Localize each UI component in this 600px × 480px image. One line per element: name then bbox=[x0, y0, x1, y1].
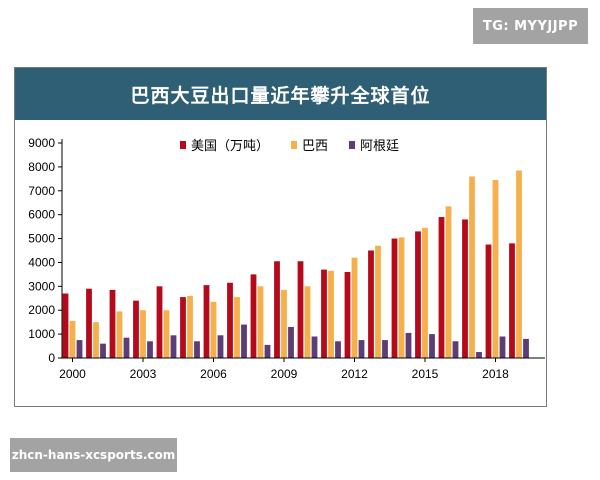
legend-label: 美国（万吨） bbox=[191, 139, 269, 154]
legend-label: 阿根廷 bbox=[360, 139, 399, 154]
y-tick-label: 6000 bbox=[28, 208, 55, 222]
y-tick-label: 7000 bbox=[28, 184, 55, 198]
bar bbox=[257, 286, 264, 358]
bar bbox=[93, 322, 99, 358]
bar bbox=[415, 231, 421, 358]
bar bbox=[180, 297, 186, 358]
y-tick-label: 2000 bbox=[28, 303, 55, 317]
bar bbox=[398, 237, 405, 358]
bar bbox=[241, 324, 247, 358]
bar bbox=[462, 219, 468, 358]
bar bbox=[499, 336, 506, 358]
x-tick-label: 2006 bbox=[200, 367, 227, 381]
bar bbox=[123, 337, 130, 358]
bar bbox=[109, 289, 116, 358]
bar bbox=[311, 336, 318, 358]
bar bbox=[62, 293, 69, 358]
y-tick-label: 4000 bbox=[28, 255, 55, 269]
x-tick-label: 2009 bbox=[271, 367, 298, 381]
bar bbox=[163, 310, 170, 358]
bar bbox=[217, 335, 224, 358]
bar bbox=[304, 286, 311, 358]
bar bbox=[69, 320, 76, 358]
bar bbox=[234, 297, 240, 358]
bar bbox=[187, 295, 193, 358]
bar bbox=[452, 341, 459, 358]
bar bbox=[391, 238, 398, 358]
x-tick-label: 2012 bbox=[341, 367, 368, 381]
x-tick-label: 2003 bbox=[130, 367, 157, 381]
bar bbox=[422, 227, 428, 358]
bar bbox=[516, 170, 522, 358]
y-tick-label: 1000 bbox=[28, 327, 55, 341]
legend-swatch bbox=[180, 141, 186, 149]
bar bbox=[469, 176, 475, 358]
bar bbox=[170, 335, 177, 358]
y-tick-label: 0 bbox=[48, 351, 55, 365]
bar bbox=[116, 311, 123, 358]
bar bbox=[140, 310, 146, 358]
chart-frame: 巴西大豆出口量近年攀升全球首位 0 1000 2000 3000 4000 5000 600… bbox=[14, 67, 547, 407]
bar bbox=[351, 257, 358, 358]
bar bbox=[264, 344, 271, 358]
x-tick-label: 2000 bbox=[59, 367, 86, 381]
bar bbox=[509, 243, 515, 358]
bar bbox=[485, 244, 492, 358]
legend-swatch bbox=[291, 141, 297, 149]
bar bbox=[281, 289, 287, 358]
x-tick-label: 2018 bbox=[482, 367, 509, 381]
bar bbox=[156, 286, 163, 358]
chart-title: 巴西大豆出口量近年攀升全球首位 bbox=[15, 68, 546, 120]
tg-watermark: TG: MYYJJPP bbox=[473, 8, 588, 44]
bar bbox=[194, 341, 200, 358]
bar bbox=[335, 341, 341, 358]
y-tick-label: 5000 bbox=[28, 232, 55, 246]
bar bbox=[445, 206, 452, 358]
bar bbox=[368, 250, 374, 358]
bar bbox=[100, 343, 106, 358]
bar bbox=[76, 340, 83, 358]
y-tick-label: 8000 bbox=[28, 160, 55, 174]
bar bbox=[274, 261, 280, 358]
bar bbox=[358, 340, 365, 358]
bar bbox=[133, 300, 139, 358]
bar bbox=[438, 217, 445, 358]
bar bbox=[210, 301, 217, 358]
bar bbox=[147, 341, 153, 358]
bar bbox=[321, 269, 327, 358]
bar bbox=[227, 282, 233, 358]
bar bbox=[328, 270, 334, 358]
x-tick-label: 2015 bbox=[412, 367, 439, 381]
legend-label: 巴西 bbox=[302, 139, 328, 154]
bar bbox=[288, 326, 294, 358]
bar-chart: 0 1000 2000 3000 4000 5000 6000 7000 8000 9000 200… bbox=[28, 136, 545, 381]
bar bbox=[203, 285, 210, 358]
bar bbox=[523, 338, 529, 358]
bar bbox=[86, 288, 92, 358]
bar bbox=[382, 340, 388, 358]
bar bbox=[375, 245, 381, 358]
bar bbox=[250, 274, 257, 358]
bar bbox=[429, 334, 435, 358]
site-watermark: zhcn-hans-xcsports.com bbox=[10, 438, 177, 472]
bar bbox=[297, 261, 304, 358]
bar bbox=[492, 180, 499, 358]
legend-swatch bbox=[349, 141, 355, 149]
bar bbox=[405, 332, 412, 358]
bar bbox=[344, 272, 351, 358]
y-tick-label: 9000 bbox=[28, 136, 55, 150]
bar bbox=[476, 352, 482, 358]
y-tick-label: 3000 bbox=[28, 279, 55, 293]
